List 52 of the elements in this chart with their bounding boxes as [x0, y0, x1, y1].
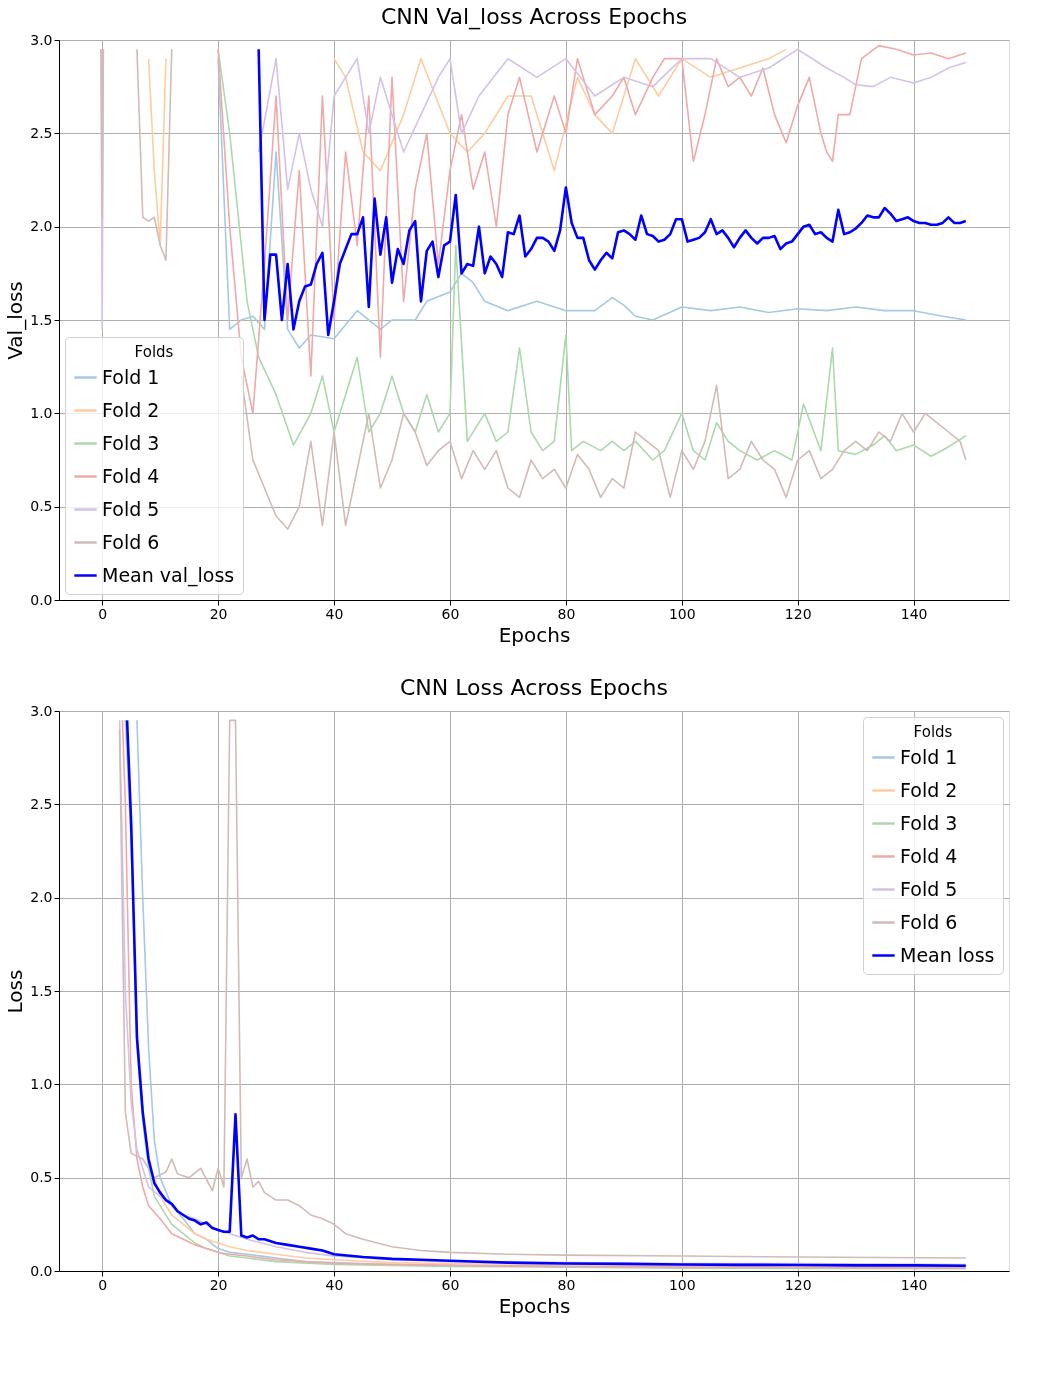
y-tick-label: 2.5 — [30, 795, 53, 812]
x-tick-label: 80 — [557, 1276, 576, 1293]
x-tick-label: 0 — [98, 605, 108, 622]
x-tick-label: 40 — [325, 1276, 344, 1293]
y-tick-label: 0.5 — [30, 1169, 53, 1186]
y-tick-label: 0.5 — [30, 498, 53, 515]
legend-label: Mean val_loss — [102, 563, 235, 587]
x-tick-label: 100 — [668, 605, 696, 622]
legend-label: Fold 3 — [102, 431, 160, 454]
legend-label: Fold 5 — [102, 497, 160, 520]
legend-label: Fold 3 — [900, 811, 958, 834]
y-tick-label: 1.0 — [30, 1075, 53, 1092]
x-tick-label: 120 — [784, 605, 812, 622]
y-tick-label: 1.5 — [30, 982, 53, 999]
x-axis-title: Epochs — [498, 1293, 571, 1318]
x-tick-label: 20 — [209, 1276, 228, 1293]
chart-title: CNN Val_loss Across Epochs — [380, 4, 688, 30]
y-tick-label: 0.0 — [30, 1262, 53, 1279]
legend-title: Folds — [913, 723, 953, 741]
x-tick-label: 0 — [98, 1276, 108, 1293]
y-tick-label: 1.0 — [30, 404, 53, 421]
legend-label: Fold 2 — [900, 778, 958, 801]
y-tick-label: 2.0 — [30, 218, 53, 235]
y-tick-label: 3.0 — [30, 702, 53, 719]
legend-label: Fold 6 — [102, 530, 160, 553]
y-tick-label: 2.0 — [30, 889, 53, 906]
y-tick-label: 0.0 — [30, 591, 53, 608]
y-tick-label: 3.0 — [30, 31, 53, 48]
y-axis-title: Loss — [3, 969, 28, 1014]
legend-label: Fold 6 — [900, 910, 958, 933]
legend-label: Fold 5 — [900, 877, 958, 900]
legend-label: Fold 2 — [102, 398, 160, 421]
x-tick-label: 40 — [325, 605, 344, 622]
legend-label: Fold 1 — [102, 365, 160, 388]
legend-label: Fold 4 — [900, 844, 958, 867]
x-tick-label: 120 — [784, 1276, 812, 1293]
x-axis-title: Epochs — [498, 622, 571, 647]
legend-label: Fold 4 — [102, 464, 160, 487]
x-tick-label: 20 — [209, 605, 228, 622]
x-tick-label: 80 — [557, 605, 576, 622]
y-tick-label: 2.5 — [30, 124, 53, 141]
legend-title: Folds — [134, 343, 174, 361]
x-tick-label: 140 — [900, 1276, 928, 1293]
x-tick-label: 140 — [900, 605, 928, 622]
y-axis-title: Val_loss — [3, 281, 28, 360]
x-tick-label: 60 — [441, 605, 460, 622]
legend-label: Fold 1 — [900, 745, 958, 768]
x-tick-label: 100 — [668, 1276, 696, 1293]
x-tick-label: 60 — [441, 1276, 460, 1293]
y-tick-label: 1.5 — [30, 311, 53, 328]
legend-label: Mean loss — [900, 943, 995, 966]
chart-title: CNN Loss Across Epochs — [399, 675, 669, 700]
